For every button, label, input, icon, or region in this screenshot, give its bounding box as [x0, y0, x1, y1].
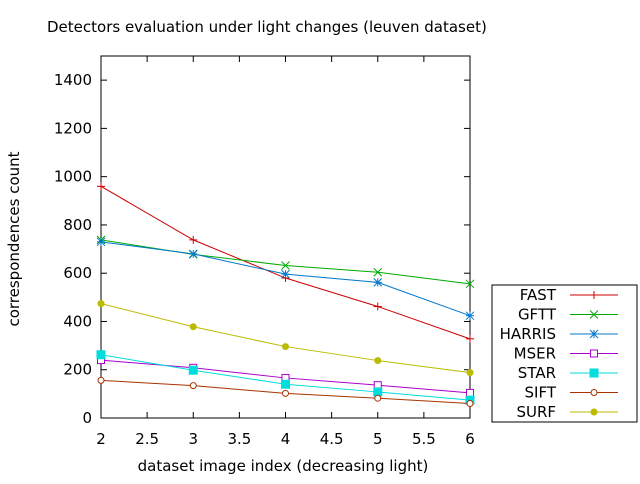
legend-label: STAR — [518, 364, 556, 382]
legend-label: GFTT — [518, 306, 557, 324]
legend-entry-star: STAR — [518, 364, 618, 382]
data-point — [373, 267, 383, 277]
data-point — [466, 369, 474, 377]
legend-label: SURF — [516, 403, 556, 421]
data-point — [188, 249, 198, 259]
y-tick-label: 400 — [63, 312, 92, 330]
series-line — [100, 303, 471, 374]
x-tick-label: 4 — [281, 430, 291, 448]
legend-entry-harris: HARRIS — [500, 325, 618, 343]
legend-entry-gftt: GFTT — [518, 306, 618, 324]
data-point — [282, 389, 289, 397]
x-tick-label: 3.5 — [227, 430, 251, 448]
data-point — [590, 408, 598, 416]
axis-ticks: 2 2.5 3 3.5 4 4.5 5 5.5 6 0 200 400 600 800 1000 1200 14… — [54, 56, 475, 448]
series-sift — [97, 376, 474, 408]
x-tick-label: 5 — [373, 430, 383, 448]
data-point — [373, 278, 383, 287]
data-point — [590, 291, 598, 299]
series-harris — [96, 237, 475, 321]
series-lines — [96, 182, 475, 408]
data-point — [374, 394, 382, 402]
y-axis-label: correspondences count — [5, 151, 23, 326]
data-point — [97, 300, 105, 308]
data-point — [374, 357, 382, 365]
legend-label: SIFT — [525, 384, 557, 402]
y-tick-label: 0 — [82, 409, 92, 427]
legend-entry-surf: SURF — [516, 403, 618, 421]
y-tick-label: 800 — [63, 216, 92, 234]
y-tick-label: 600 — [63, 264, 92, 282]
data-point — [589, 310, 599, 319]
data-point — [465, 279, 475, 289]
data-point — [466, 334, 474, 343]
x-tick-label: 4.5 — [320, 430, 344, 448]
legend-entry-fast: FAST — [520, 286, 618, 304]
legend-label: FAST — [520, 286, 557, 304]
data-point — [97, 182, 105, 191]
data-point — [96, 237, 106, 247]
x-axis-label: dataset image index (decreasing light) — [138, 457, 429, 475]
data-point — [188, 365, 198, 375]
data-point — [282, 343, 289, 351]
data-point — [466, 388, 474, 397]
data-point — [281, 261, 290, 270]
data-point — [189, 235, 198, 244]
x-tick-label: 2 — [96, 430, 106, 448]
data-point — [373, 302, 382, 311]
data-point — [466, 400, 474, 408]
data-point — [189, 382, 197, 390]
legend-label: MSER — [514, 345, 556, 363]
data-point — [590, 389, 598, 396]
legend-entry-sift: SIFT — [525, 384, 618, 402]
x-tick-label: 3 — [188, 430, 198, 448]
data-point — [97, 376, 105, 384]
series-line — [100, 185, 471, 340]
y-tick-label: 1400 — [54, 71, 92, 89]
data-point — [281, 379, 290, 389]
series-fast — [97, 182, 474, 343]
y-tick-label: 1000 — [54, 168, 92, 186]
legend-entry-mser: MSER — [514, 345, 618, 363]
data-point — [590, 349, 598, 358]
data-point — [96, 350, 106, 360]
x-tick-label: 6 — [465, 430, 475, 448]
x-tick-label: 5.5 — [412, 430, 436, 448]
chart-title: Detectors evaluation under light changes… — [47, 18, 487, 36]
data-point — [589, 329, 599, 339]
data-point — [281, 269, 290, 279]
x-tick-label: 2.5 — [135, 430, 159, 448]
data-point — [589, 368, 599, 378]
data-point — [465, 311, 475, 321]
data-point — [189, 323, 197, 331]
y-tick-label: 200 — [63, 361, 92, 379]
legend-label: HARRIS — [500, 325, 556, 343]
series-surf — [97, 300, 474, 377]
y-tick-label: 1200 — [54, 119, 92, 137]
